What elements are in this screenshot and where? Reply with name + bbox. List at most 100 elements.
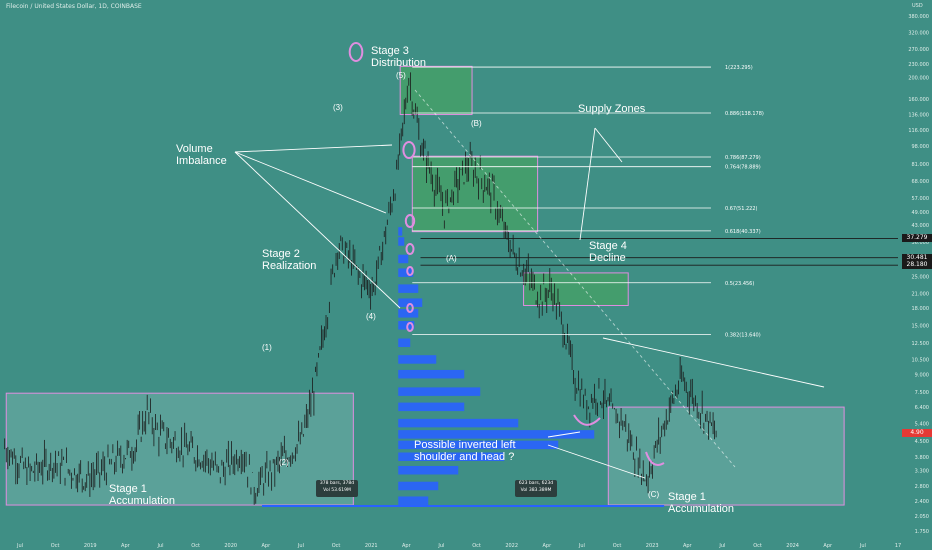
volume-imbalance-label: Volume Imbalance <box>176 143 227 167</box>
volume-profile-bar <box>398 440 559 450</box>
volume-profile-bar <box>398 452 505 461</box>
x-tick-label: Oct <box>51 543 60 549</box>
y-tick-label: 116.000 <box>908 128 929 134</box>
stage3-label: Stage 3 Distribution <box>371 45 427 69</box>
wave-b-label: (B) <box>471 119 482 128</box>
volume-profile-bar <box>398 298 423 307</box>
x-tick-label: Oct <box>332 543 341 549</box>
inverted-hs-label: Possible inverted left shoulder and head … <box>414 439 516 463</box>
x-tick-label: Oct <box>472 543 481 549</box>
y-tick-label: 2.050 <box>915 514 929 520</box>
x-tick-label: Jul <box>578 543 585 549</box>
y-tick-label: 320.000 <box>908 31 929 37</box>
y-tick-label: 160.000 <box>908 97 929 103</box>
x-tick-label: 2020 <box>224 543 237 549</box>
stage4-label: Stage 4 Decline <box>589 240 627 264</box>
y-tick-label: 68.000 <box>912 179 930 185</box>
annotation-line <box>594 127 623 163</box>
supply-zone-top <box>399 65 473 116</box>
volume-profile-bar <box>398 268 414 277</box>
wave-1-label: (1) <box>262 343 272 352</box>
annotation-lines-layer <box>234 42 825 479</box>
accumulation-box-left <box>5 392 354 506</box>
volume-profile-bar <box>398 237 405 246</box>
y-tick-label: 3.800 <box>915 455 929 461</box>
y-tick-label: 21.000 <box>912 291 930 297</box>
annotation-line <box>234 151 387 214</box>
wave-3-label: (3) <box>333 103 343 112</box>
volume-profile-bar <box>398 481 439 491</box>
x-tick-label: Jul <box>16 543 23 549</box>
y-tick-label: 18.000 <box>912 306 930 312</box>
volume-profile-bar <box>398 355 437 364</box>
y-tick-label: 57.000 <box>912 196 930 202</box>
highlight-circle <box>406 322 414 332</box>
volume-profile-bar <box>398 430 595 439</box>
highlight-circle <box>406 303 414 313</box>
fib-label: 0.764(78.889) <box>725 165 761 171</box>
volume-profile-bar <box>398 496 429 505</box>
x-tick-label: Jul <box>437 543 444 549</box>
y-tick-label: 200.000 <box>908 76 929 82</box>
measure-info-left: 378 bars, 378d Vol 53.619M <box>316 480 358 497</box>
highlight-circle <box>348 42 364 62</box>
wave-2-label: (2) <box>279 458 289 467</box>
volume-profile-bar <box>398 309 419 318</box>
wave-5-label: (5) <box>396 71 406 80</box>
x-tick-label: Oct <box>753 543 762 549</box>
annotation-line <box>547 431 581 438</box>
wave-a-label: (A) <box>446 254 457 263</box>
wave-c-label: (C) <box>648 490 660 499</box>
y-tick-label: 10.500 <box>912 358 930 364</box>
volume-profile-bar <box>398 418 519 428</box>
stage2-label: Stage 2 Realization <box>262 248 317 272</box>
y-tick-label: 7.500 <box>915 390 929 396</box>
x-tick-label: 2021 <box>365 543 378 549</box>
x-tick-label: Oct <box>613 543 622 549</box>
volume-profile-bar <box>398 387 481 396</box>
y-tick-label: 1.750 <box>915 529 929 535</box>
annotation-line <box>547 444 646 479</box>
y-tick-label: 81.000 <box>912 162 930 168</box>
y-tick-label: 12.500 <box>912 341 930 347</box>
x-tick-label: Apr <box>823 543 833 549</box>
x-tick-label: Apr <box>121 543 131 549</box>
highlight-circle <box>405 243 415 255</box>
annotation-line <box>414 89 736 468</box>
volume-profile-bar <box>398 254 409 264</box>
y-tick-label: 4.500 <box>915 439 929 445</box>
volume-profile-bar <box>398 338 411 348</box>
fib-label: 0.886(138.178) <box>725 111 764 117</box>
y-tick-label: 9.000 <box>915 372 929 378</box>
volume-profile-bar <box>398 402 465 412</box>
fib-label: 0.67(51.222) <box>725 206 758 212</box>
y-tick-label: 6.400 <box>915 405 929 411</box>
x-tick-label: Jul <box>718 543 725 549</box>
x-tick-label: Apr <box>542 543 552 549</box>
volume-profile-bar <box>398 284 419 293</box>
wave-4-label: (4) <box>366 312 376 321</box>
measure-info-right: 623 bars, 623d Vol 383.389M <box>515 480 557 497</box>
y-tick-label: 49.000 <box>912 210 930 216</box>
annotation-line <box>602 337 825 388</box>
fib-layer: 1(223.295) 0.886(138.178) 0.786(87.279) 0.7… <box>412 65 898 339</box>
candles-layer <box>4 72 717 505</box>
stage1-right-label: Stage 1 Accumulation <box>668 491 735 515</box>
y-tick-label: 2.800 <box>915 484 929 490</box>
stage1-left-label: Stage 1 Accumulation <box>109 483 176 507</box>
y-tick-label: 380.000 <box>908 14 929 20</box>
price-tag: 28.180 <box>902 261 932 270</box>
x-tick-label: Apr <box>402 543 412 549</box>
y-tick-label: 15.000 <box>912 324 930 330</box>
y-tick-label: 5.400 <box>915 421 929 427</box>
x-tick-label: Oct <box>191 543 200 549</box>
supply-zones-label: Supply Zones <box>578 103 646 115</box>
zone-layer <box>5 65 845 506</box>
volume-profile-bar <box>398 369 465 379</box>
y-tick-label: 230.000 <box>908 62 929 68</box>
price-tag: 37.279 <box>902 234 932 243</box>
y-tick-label: 36.000 <box>912 240 930 246</box>
chart-title: Filecoin / United States Dollar, 1D, COI… <box>6 3 142 10</box>
